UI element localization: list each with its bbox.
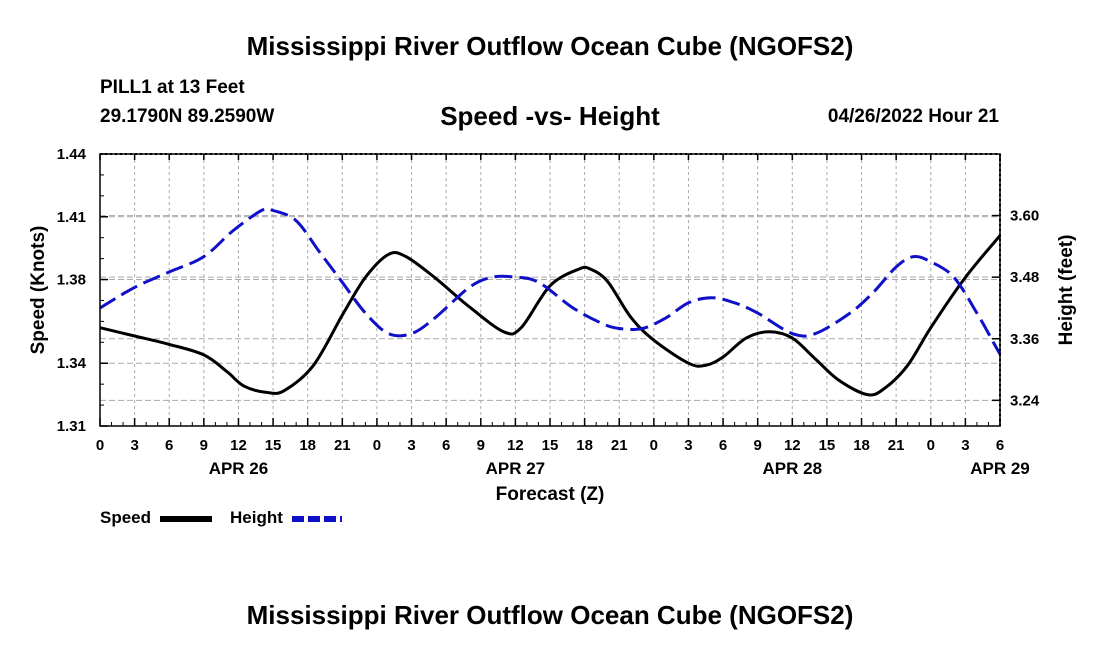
figure-title-bottom: Mississippi River Outflow Ocean Cube (NG… xyxy=(246,600,854,630)
y-tick-label: 1.44 xyxy=(57,146,87,163)
x-tick-label: 18 xyxy=(299,437,316,454)
x-tick-label: 15 xyxy=(265,437,282,454)
x-tick-label: 3 xyxy=(684,437,692,454)
x-tick-label: 9 xyxy=(200,437,208,454)
x-tick-label: 9 xyxy=(477,437,485,454)
y-tick-label: 1.41 xyxy=(57,209,86,226)
figure-title-top: Mississippi River Outflow Ocean Cube (NG… xyxy=(246,31,854,61)
x-tick-label: 0 xyxy=(927,437,935,454)
y-tick-label: 1.34 xyxy=(57,355,87,372)
x-tick-label: 12 xyxy=(507,437,524,454)
y2-tick-label: 3.60 xyxy=(1010,208,1039,225)
x-tick-label: 21 xyxy=(888,437,905,454)
legend: Speed Height xyxy=(100,508,360,530)
x-axis-title: Forecast (Z) xyxy=(496,484,605,505)
x-tick-label: 0 xyxy=(650,437,658,454)
y-tick-label: 1.38 xyxy=(57,272,86,289)
speed-series-line xyxy=(99,234,1002,397)
y-axis-title: Speed (Knots) xyxy=(28,226,49,355)
y2-tick-label: 3.48 xyxy=(1010,269,1039,286)
legend-height-label: Height xyxy=(230,508,283,527)
label-layer: 0 3 6 9 12 15 18 21 0 3 6 9 12 15 18 21 0 3 6 9 12 15 18 21 0 3 6 A… xyxy=(28,146,1077,505)
station-label: PILL1 at 13 Feet xyxy=(100,77,245,98)
x-tick-label: 0 xyxy=(96,437,104,454)
y2-tick-label: 3.36 xyxy=(1010,331,1039,348)
x-tick-label: 15 xyxy=(819,437,836,454)
x-date-label: APR 26 xyxy=(209,459,269,478)
x-tick-label: 9 xyxy=(754,437,762,454)
station-coordinates: 29.1790N 89.2590W xyxy=(100,106,275,127)
x-tick-label: 18 xyxy=(853,437,870,454)
x-tick-label: 3 xyxy=(130,437,138,454)
legend-speed-swatch xyxy=(160,516,212,522)
height-series-line xyxy=(99,206,1002,355)
y2-axis-title: Height (feet) xyxy=(1056,235,1077,346)
x-date-label: APR 27 xyxy=(486,459,546,478)
forecast-date: 04/26/2022 Hour 21 xyxy=(827,106,999,127)
x-tick-label: 21 xyxy=(611,437,628,454)
x-tick-label: 3 xyxy=(407,437,415,454)
series-layer xyxy=(99,206,1002,397)
y-tick-label: 1.31 xyxy=(57,418,86,435)
x-tick-label: 6 xyxy=(719,437,727,454)
chart-title: Speed -vs- Height xyxy=(440,101,660,131)
x-tick-label: 0 xyxy=(373,437,381,454)
x-tick-label: 12 xyxy=(230,437,247,454)
x-date-label: APR 28 xyxy=(763,459,823,478)
x-tick-label: 18 xyxy=(576,437,593,454)
x-tick-label: 6 xyxy=(996,437,1004,454)
y2-tick-label: 3.24 xyxy=(1010,392,1040,409)
legend-speed-label: Speed xyxy=(100,508,152,527)
legend-height-swatch xyxy=(292,516,342,522)
x-tick-label: 15 xyxy=(542,437,559,454)
x-tick-label: 3 xyxy=(961,437,969,454)
frame-layer xyxy=(99,153,1001,427)
x-date-label: APR 29 xyxy=(970,459,1030,478)
x-tick-label: 12 xyxy=(784,437,801,454)
x-tick-label: 6 xyxy=(165,437,173,454)
x-tick-label: 6 xyxy=(442,437,450,454)
x-tick-label: 21 xyxy=(334,437,351,454)
